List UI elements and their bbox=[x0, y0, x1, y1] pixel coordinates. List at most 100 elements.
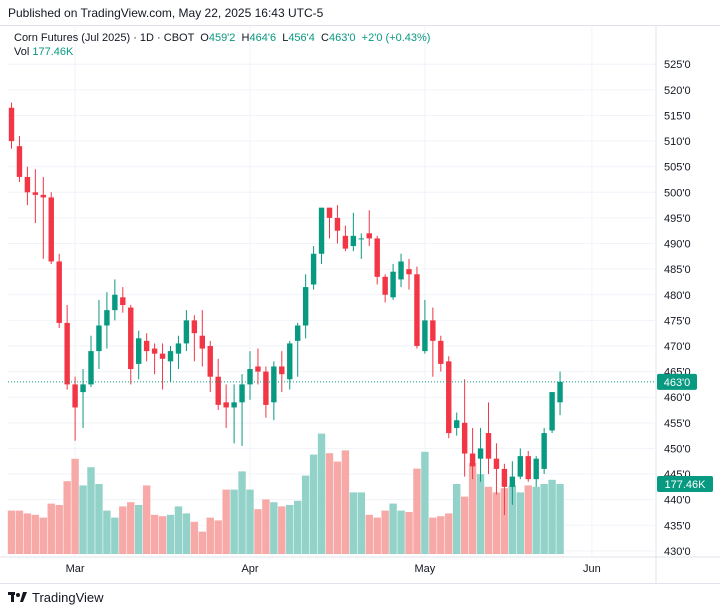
volume-bar bbox=[397, 510, 405, 554]
volume-bar bbox=[301, 475, 310, 554]
candle-body bbox=[223, 402, 229, 408]
volume-bar bbox=[7, 510, 16, 554]
candle-body bbox=[16, 146, 23, 177]
candle-body bbox=[469, 453, 476, 467]
volume-bar bbox=[23, 513, 32, 554]
volume-bars bbox=[7, 433, 564, 554]
volume-row: Vol 177.46K bbox=[14, 45, 430, 59]
volume-bar bbox=[15, 510, 24, 554]
candle-body bbox=[128, 307, 134, 370]
volume-bar bbox=[254, 509, 262, 554]
volume-bar bbox=[405, 512, 413, 554]
volume-bar bbox=[238, 471, 246, 554]
volume-bar bbox=[39, 517, 47, 554]
volume-bar bbox=[540, 484, 548, 554]
volume-bar bbox=[150, 514, 159, 554]
candle-body bbox=[215, 376, 221, 405]
candle-body bbox=[358, 238, 364, 240]
top-bar: Published on TradingView.com, May 22, 20… bbox=[0, 0, 720, 26]
candle-body bbox=[477, 448, 484, 459]
y-tick-label: 475'0 bbox=[664, 315, 691, 327]
candle-body bbox=[199, 335, 205, 349]
volume-bar bbox=[119, 506, 127, 554]
footer: TradingView bbox=[0, 583, 720, 610]
last-price-tag bbox=[657, 373, 697, 390]
y-tick-label: 440'0 bbox=[664, 495, 691, 507]
candle-body bbox=[295, 325, 301, 341]
volume-bar bbox=[341, 450, 350, 554]
candle-body bbox=[143, 340, 150, 352]
candle-body bbox=[430, 320, 436, 341]
volume-bar bbox=[286, 505, 294, 554]
x-tick-label: May bbox=[415, 563, 436, 575]
volume-bar bbox=[262, 499, 270, 554]
grid bbox=[0, 26, 720, 583]
volume-bar bbox=[278, 506, 286, 554]
last-price-label: 463'0 bbox=[664, 377, 691, 389]
candle-body bbox=[207, 345, 213, 377]
volume-value: 177.46K bbox=[32, 46, 74, 58]
volume-bar bbox=[294, 500, 302, 554]
last-price-markers: 463'0 177.46K bbox=[8, 373, 713, 492]
volume-bar bbox=[87, 467, 95, 554]
volume-bar bbox=[492, 492, 501, 554]
volume-bar bbox=[63, 481, 71, 554]
candle-body bbox=[326, 207, 333, 218]
volume-bar bbox=[484, 486, 493, 554]
candle-body bbox=[334, 217, 341, 231]
candle-body bbox=[557, 381, 563, 403]
price-axis: 525'0 520'0 515'0 510'0 505'0 500'0 495'0 490'0… bbox=[664, 59, 691, 558]
candle-body bbox=[64, 322, 70, 385]
candle-body bbox=[342, 235, 349, 249]
candlestick-chart[interactable]: 525'0 520'0 515'0 510'0 505'0 500'0 495'0 490'0… bbox=[0, 26, 720, 583]
y-tick-label: 490'0 bbox=[664, 239, 691, 251]
volume-bar bbox=[206, 517, 214, 554]
candle-body bbox=[302, 287, 309, 326]
y-tick-label: 510'0 bbox=[664, 136, 691, 148]
volume-bar bbox=[437, 516, 445, 554]
volume-bar bbox=[222, 489, 230, 554]
candle-body bbox=[454, 420, 460, 428]
volume-bar bbox=[270, 502, 278, 554]
candle-body bbox=[318, 207, 325, 254]
candle-body bbox=[120, 297, 126, 305]
volume-bar bbox=[524, 485, 532, 554]
tradingview-logo[interactable]: TradingView bbox=[8, 590, 104, 605]
candle-body bbox=[509, 476, 516, 487]
close-label: C bbox=[321, 32, 329, 44]
volume-bar bbox=[198, 531, 206, 554]
candle-body bbox=[191, 320, 198, 334]
low-value: 456'4 bbox=[288, 32, 315, 44]
candle-body bbox=[175, 343, 182, 354]
candle-body bbox=[247, 369, 253, 385]
volume-bar bbox=[79, 485, 87, 554]
volume-bar bbox=[127, 502, 135, 554]
y-tick-label: 460'0 bbox=[664, 392, 691, 404]
candle-body bbox=[493, 458, 500, 469]
last-volume-tag bbox=[657, 476, 713, 492]
y-tick-label: 500'0 bbox=[664, 187, 691, 199]
volume-bar bbox=[373, 517, 381, 554]
x-tick-label: Jun bbox=[583, 563, 601, 575]
x-tick-label: Mar bbox=[66, 563, 85, 575]
y-tick-label: 450'0 bbox=[664, 443, 691, 455]
candle-body bbox=[88, 351, 94, 385]
candle-body bbox=[104, 310, 110, 326]
candle-body bbox=[422, 320, 428, 352]
volume-bar bbox=[31, 514, 40, 554]
candle-body bbox=[239, 384, 245, 403]
volume-bar bbox=[214, 520, 222, 554]
candle-body bbox=[485, 433, 492, 459]
candle-body bbox=[414, 274, 420, 346]
candle-body bbox=[287, 343, 293, 380]
low-label: L bbox=[282, 32, 289, 44]
ohlc-row: Corn Futures (Jul 2025) · 1D · CBOT O459… bbox=[14, 31, 430, 45]
candle-body bbox=[72, 384, 78, 408]
change-value: +2'0 (+0.43%) bbox=[361, 32, 431, 44]
candle-body bbox=[390, 271, 396, 298]
published-info: Published on TradingView.com, May 22, 20… bbox=[8, 6, 324, 20]
chart-background bbox=[0, 26, 720, 583]
volume-bar bbox=[389, 503, 397, 554]
candle-body bbox=[350, 235, 357, 247]
y-tick-label: 480'0 bbox=[664, 290, 691, 302]
